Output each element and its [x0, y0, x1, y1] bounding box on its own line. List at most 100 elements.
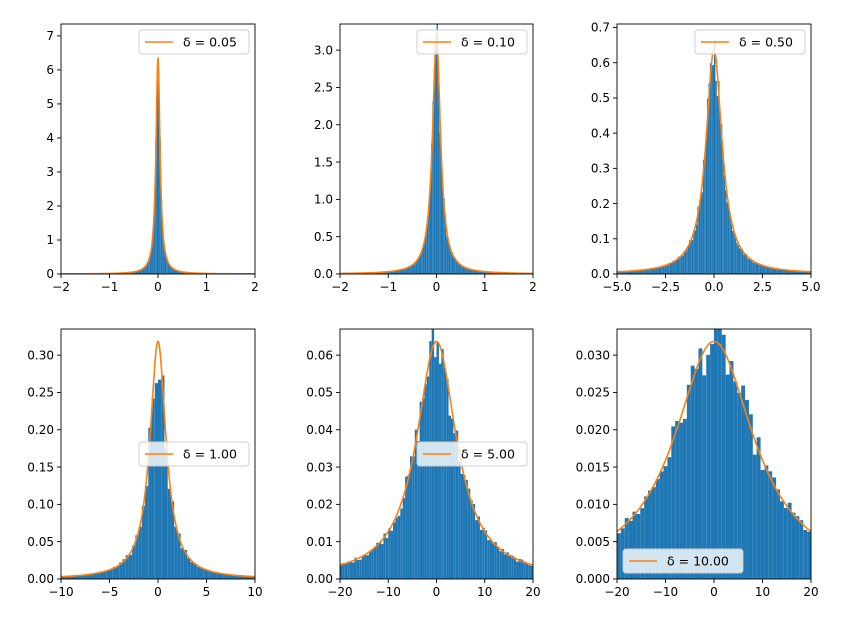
histogram-bar — [86, 574, 91, 579]
y-tick-label: 0.30 — [27, 348, 54, 362]
density-curve — [340, 340, 533, 566]
histogram-bar — [748, 414, 753, 579]
histogram-bar — [702, 159, 705, 274]
histogram-bar — [169, 264, 171, 274]
histogram-bar — [729, 360, 734, 579]
histogram-bar — [718, 81, 720, 274]
histogram-bar — [443, 198, 445, 274]
histogram-bar — [733, 233, 735, 274]
histogram-bar — [741, 248, 744, 274]
histogram-bar — [146, 262, 149, 274]
histogram-bar — [184, 272, 186, 274]
histogram-bar — [682, 255, 684, 274]
x-tick-label: −5.0 — [602, 280, 631, 294]
density-curve — [61, 340, 255, 578]
histogram-bar — [417, 441, 420, 579]
histogram-bar — [683, 251, 685, 274]
histogram-bar — [761, 265, 763, 274]
histogram-bar — [791, 512, 796, 579]
histogram-bar — [377, 272, 379, 274]
histogram-bar — [493, 272, 495, 274]
subplot-delta-0.50: −5.0 −2.5 0.0 2.5 5.0 0.0 0.1 0.2 0.3 0.4 0.5 0.6 0.… — [591, 21, 821, 294]
y-tick-label: 0.3 — [591, 162, 610, 176]
histogram-bar — [419, 401, 423, 579]
histogram-bar — [719, 118, 721, 274]
y-tick-label: 0.030 — [576, 348, 610, 362]
histogram-bar — [786, 270, 788, 274]
histogram-bar — [384, 272, 386, 274]
histogram-bar — [729, 212, 731, 274]
histogram-bar — [695, 224, 698, 274]
histogram-bar — [694, 230, 696, 274]
histogram-bar — [644, 269, 647, 274]
histogram-bar — [680, 255, 683, 274]
legend-label: δ = 0.05 — [183, 35, 237, 50]
histogram-bar — [710, 344, 714, 579]
histogram-bar — [694, 368, 699, 579]
histogram-bar — [368, 552, 372, 579]
histogram-bar — [504, 554, 507, 579]
histogram-bar — [149, 254, 152, 274]
histogram-bar — [385, 271, 387, 274]
histogram-bar — [779, 501, 784, 579]
y-tick-label: 0.5 — [591, 91, 610, 105]
histogram-bar — [483, 271, 485, 274]
y-tick-label: 0.20 — [27, 423, 54, 437]
histogram-bar — [682, 418, 687, 579]
histogram-bar — [403, 268, 405, 274]
histogram-bar — [743, 254, 745, 274]
y-tick-label: 0.06 — [306, 348, 333, 362]
histogram-bar — [395, 517, 398, 579]
histogram-bar — [70, 576, 74, 579]
histogram-bar — [164, 253, 167, 274]
histogram-bar — [717, 329, 722, 579]
histogram-bar — [489, 539, 492, 579]
x-tick-label: −5 — [101, 585, 119, 599]
histogram-bar — [434, 357, 437, 579]
histogram-bar — [421, 249, 423, 274]
histogram-bar — [733, 381, 738, 579]
histogram-bar — [385, 538, 389, 579]
histogram-bar — [727, 203, 730, 274]
histogram-bar — [342, 562, 345, 579]
histogram-bar — [388, 271, 390, 274]
histogram-bar — [804, 271, 806, 274]
histogram-bar — [679, 256, 681, 274]
histogram-bar — [772, 477, 777, 579]
histogram-bar — [381, 271, 383, 274]
y-tick-label: 7 — [46, 29, 54, 43]
histogram-bar — [438, 363, 442, 579]
histogram-bar — [776, 489, 780, 579]
histogram-bar — [629, 271, 631, 274]
y-tick-label: 0.2 — [591, 197, 610, 211]
histogram-bar — [707, 98, 709, 274]
histogram-bar — [701, 192, 703, 274]
legend-box — [694, 29, 806, 55]
histogram-bar — [229, 574, 233, 579]
histogram-bar — [530, 565, 533, 579]
histogram-bar — [480, 271, 482, 274]
histogram-bar — [708, 83, 710, 274]
histogram-bar — [646, 269, 648, 274]
histogram-bar — [750, 258, 752, 274]
histogram-bar — [528, 565, 531, 579]
histogram-bar — [138, 270, 140, 274]
x-tick-label: −10 — [48, 585, 73, 599]
histogram-bar — [617, 533, 621, 579]
histogram-bar — [716, 96, 719, 274]
histogram-bar — [676, 258, 678, 274]
histogram-bar — [426, 376, 430, 579]
histogram-bar — [737, 245, 739, 274]
y-tick-label: 1 — [46, 233, 54, 247]
histogram-bar — [484, 530, 488, 579]
histogram-bar — [443, 367, 447, 579]
histogram-bar — [807, 531, 811, 579]
histogram-bar — [499, 551, 502, 579]
histogram-bar — [648, 268, 651, 274]
histogram-bar — [788, 270, 791, 274]
histogram-bar — [148, 427, 152, 579]
histogram-bar — [412, 456, 415, 579]
x-tick-label: 1 — [203, 280, 211, 294]
histogram-bar — [177, 270, 179, 274]
histogram-bar — [402, 269, 404, 274]
